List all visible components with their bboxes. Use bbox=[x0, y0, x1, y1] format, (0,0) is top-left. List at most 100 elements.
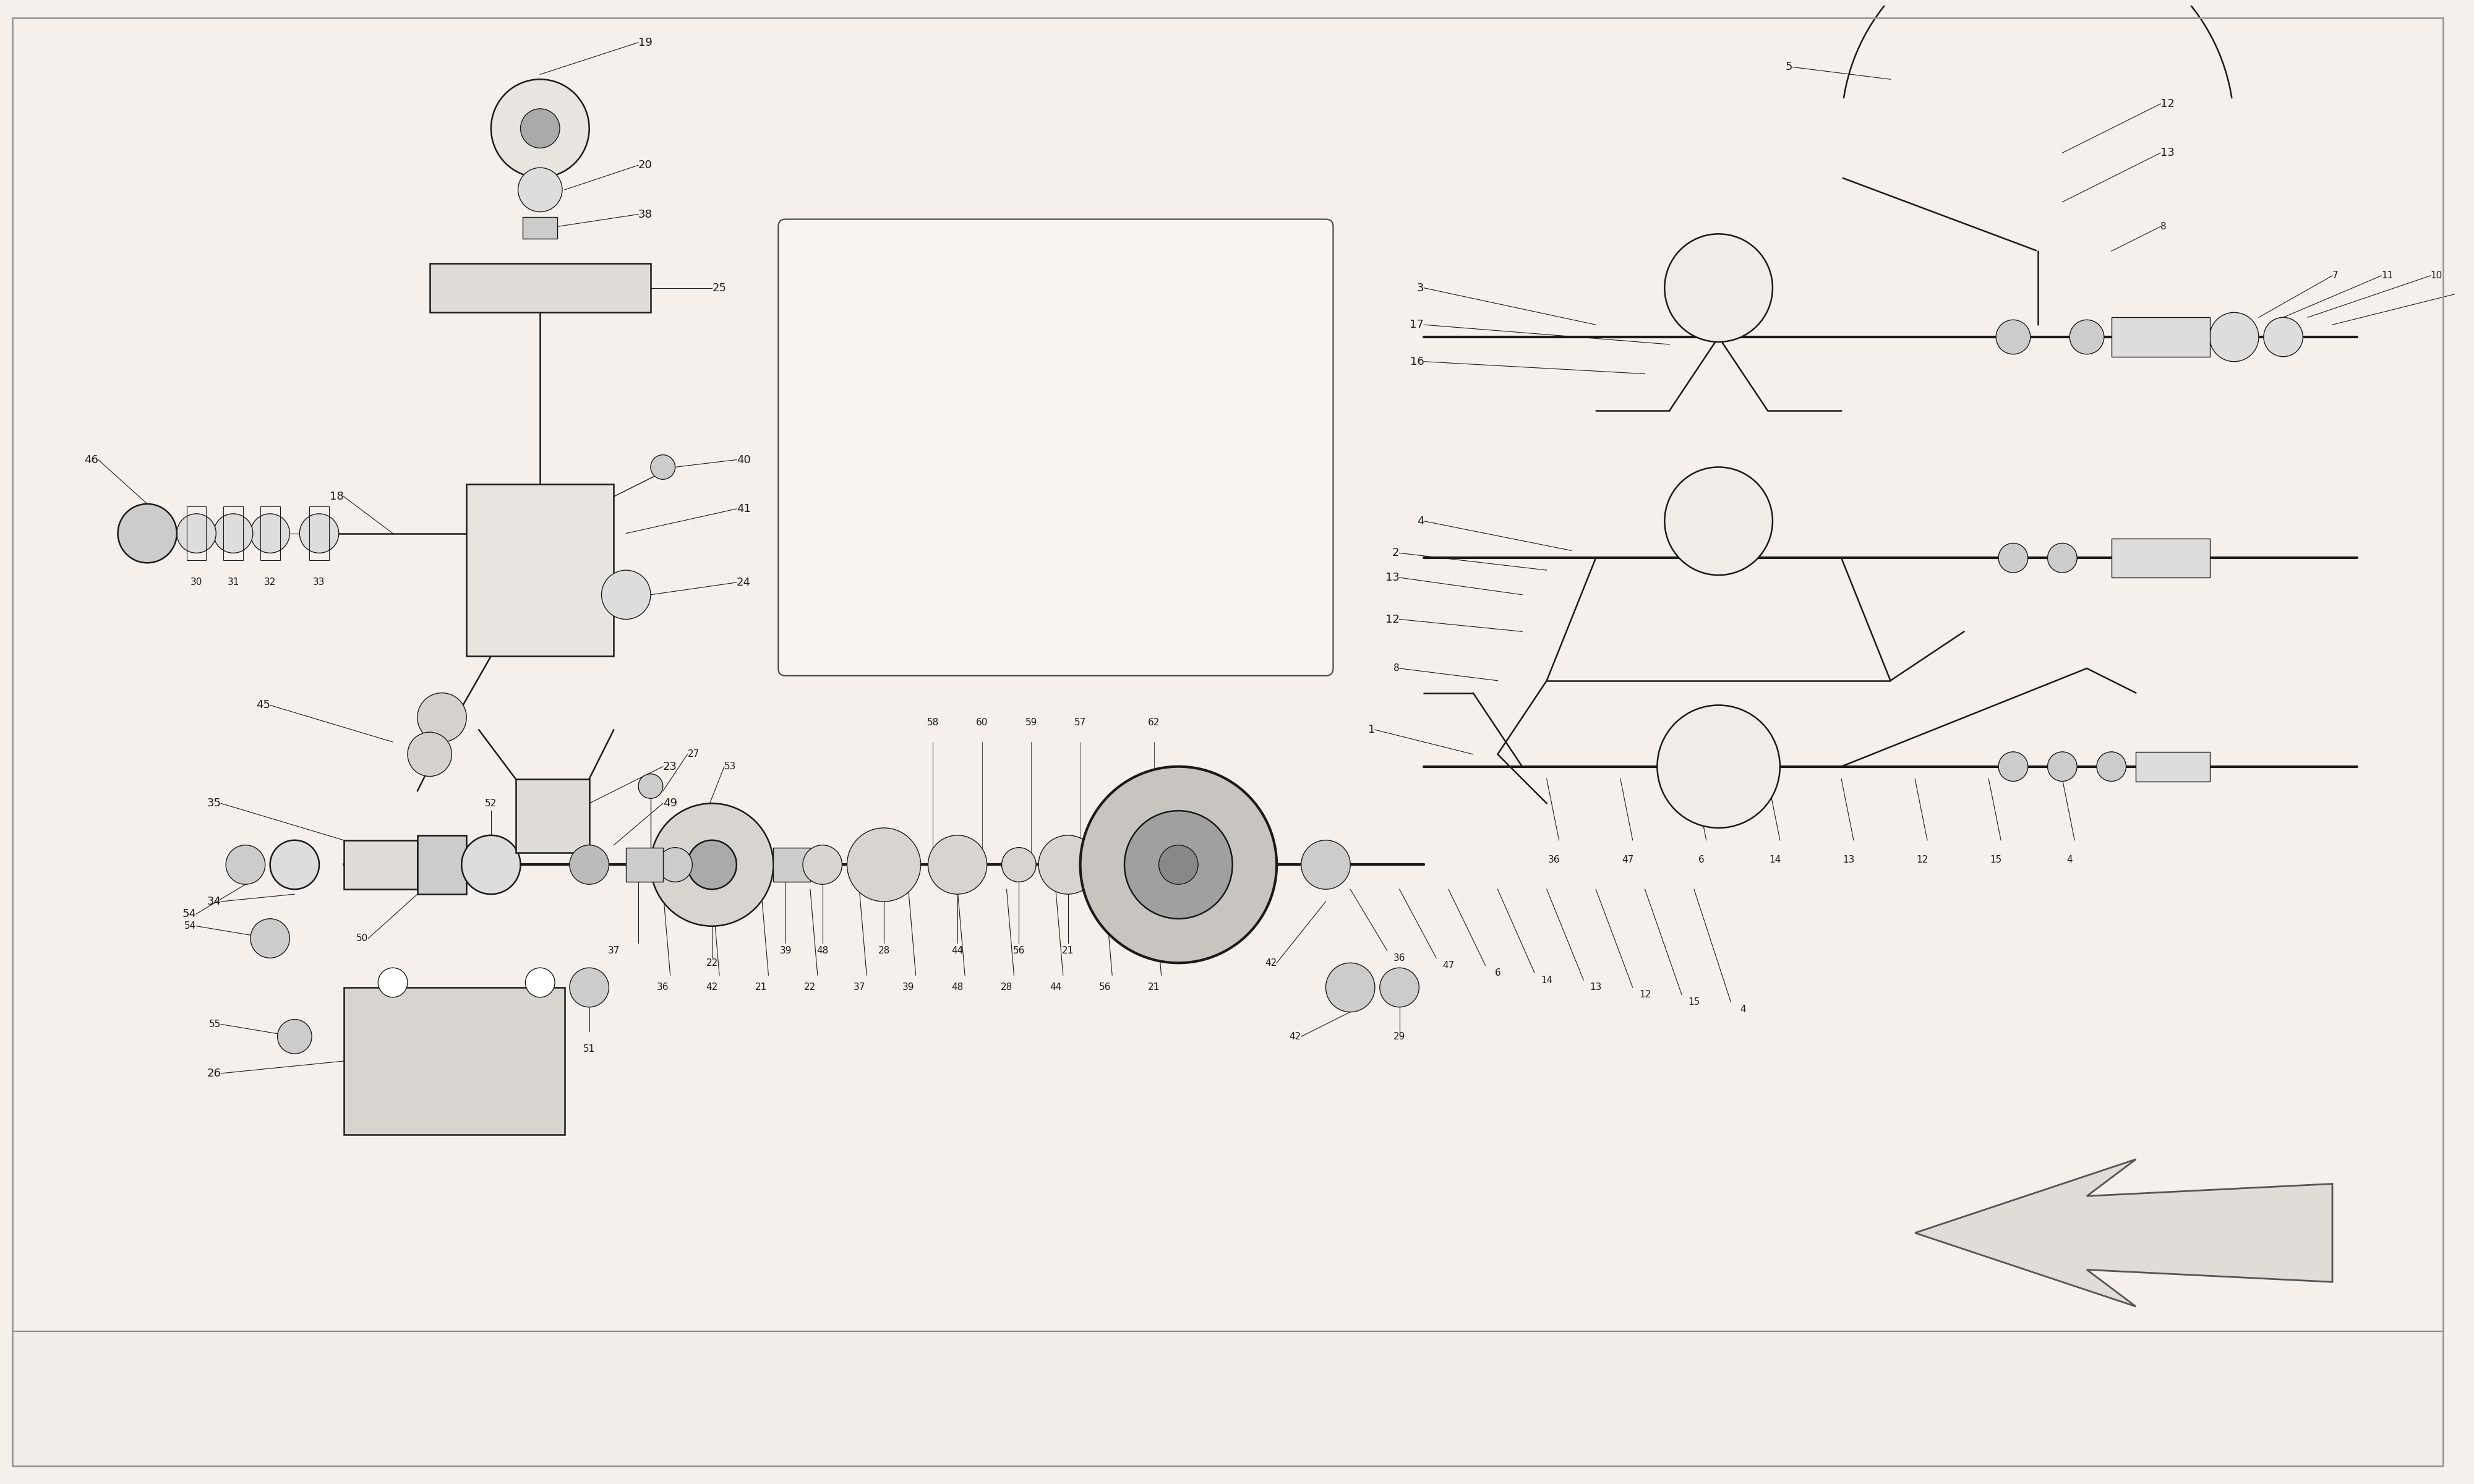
Circle shape bbox=[569, 844, 609, 884]
Text: 5: 5 bbox=[1786, 61, 1791, 73]
Circle shape bbox=[846, 828, 920, 902]
Circle shape bbox=[524, 968, 554, 997]
Text: 36: 36 bbox=[1393, 953, 1405, 963]
Text: Gearbox Controls: Gearbox Controls bbox=[1136, 1396, 1319, 1414]
Bar bbox=[430, 263, 651, 313]
Text: 14: 14 bbox=[1541, 975, 1554, 985]
Text: 22: 22 bbox=[804, 982, 816, 993]
Circle shape bbox=[1999, 752, 2029, 781]
FancyBboxPatch shape bbox=[779, 220, 1333, 675]
Circle shape bbox=[1081, 767, 1277, 963]
Circle shape bbox=[601, 570, 651, 619]
Text: 39: 39 bbox=[779, 945, 792, 956]
Text: 44: 44 bbox=[952, 945, 962, 956]
Circle shape bbox=[2209, 313, 2259, 362]
Text: 28: 28 bbox=[999, 982, 1012, 993]
Text: 40: 40 bbox=[737, 454, 750, 466]
Circle shape bbox=[250, 919, 289, 959]
Text: 33: 33 bbox=[314, 577, 324, 588]
Text: 41: 41 bbox=[737, 503, 750, 515]
Text: 48: 48 bbox=[816, 945, 829, 956]
Text: 4: 4 bbox=[2066, 855, 2073, 865]
Text: 37: 37 bbox=[609, 945, 621, 956]
Text: 62: 62 bbox=[1148, 718, 1160, 727]
Text: 25: 25 bbox=[713, 282, 727, 294]
Circle shape bbox=[928, 835, 987, 895]
Text: 4: 4 bbox=[1739, 1005, 1747, 1014]
Text: 2$^a$: 2$^a$ bbox=[1714, 502, 1724, 510]
Circle shape bbox=[1301, 840, 1351, 889]
Text: Vale fino alla vett. Ass. Nr. 7950: Vale fino alla vett. Ass. Nr. 7950 bbox=[987, 603, 1123, 611]
Circle shape bbox=[1658, 705, 1779, 828]
Bar bbox=[186, 506, 205, 561]
Text: 1$^a$: 1$^a$ bbox=[1714, 745, 1724, 754]
Circle shape bbox=[1019, 399, 1044, 424]
Text: 12: 12 bbox=[1638, 990, 1650, 999]
Circle shape bbox=[277, 1020, 312, 1054]
Circle shape bbox=[463, 835, 520, 895]
Text: 30: 30 bbox=[190, 577, 203, 588]
Bar bbox=[626, 847, 663, 881]
Text: 22: 22 bbox=[705, 959, 717, 968]
Bar bbox=[2135, 752, 2209, 781]
Text: 12: 12 bbox=[2160, 98, 2175, 110]
Bar bbox=[834, 392, 908, 432]
Text: 52: 52 bbox=[485, 798, 497, 807]
Text: 44: 44 bbox=[1049, 982, 1061, 993]
Text: 21: 21 bbox=[755, 982, 767, 993]
Text: 8: 8 bbox=[2160, 223, 2167, 232]
Text: 54: 54 bbox=[183, 908, 195, 920]
Circle shape bbox=[638, 775, 663, 798]
Text: 5$^a$: 5$^a$ bbox=[1714, 301, 1724, 310]
Circle shape bbox=[1118, 399, 1141, 424]
Text: 19: 19 bbox=[638, 37, 653, 47]
Circle shape bbox=[651, 454, 675, 479]
Circle shape bbox=[688, 840, 737, 889]
Text: 55: 55 bbox=[210, 1020, 220, 1028]
Text: 21: 21 bbox=[1123, 469, 1136, 478]
Text: 21: 21 bbox=[1148, 982, 1160, 993]
Text: 34: 34 bbox=[208, 896, 220, 907]
Circle shape bbox=[569, 968, 609, 1008]
Circle shape bbox=[520, 108, 559, 148]
Text: 59: 59 bbox=[1024, 718, 1037, 727]
Text: 60: 60 bbox=[977, 718, 987, 727]
Text: 47: 47 bbox=[1442, 960, 1455, 971]
Circle shape bbox=[2071, 321, 2103, 355]
Text: 23: 23 bbox=[663, 761, 678, 772]
Circle shape bbox=[1106, 387, 1153, 436]
Circle shape bbox=[225, 844, 265, 884]
Circle shape bbox=[490, 79, 589, 178]
Text: 12: 12 bbox=[1917, 855, 1927, 865]
Bar bbox=[2110, 539, 2209, 577]
Circle shape bbox=[1999, 543, 2029, 573]
Text: 3: 3 bbox=[1418, 282, 1425, 294]
Text: 28: 28 bbox=[866, 469, 878, 478]
Circle shape bbox=[517, 168, 562, 212]
Circle shape bbox=[176, 513, 215, 554]
Circle shape bbox=[1665, 234, 1771, 341]
Text: 27: 27 bbox=[688, 749, 700, 758]
Circle shape bbox=[651, 803, 774, 926]
Text: 51: 51 bbox=[584, 1045, 596, 1054]
Bar bbox=[774, 847, 809, 881]
Text: 13: 13 bbox=[2160, 147, 2175, 159]
Text: 36: 36 bbox=[658, 982, 668, 993]
Text: 42: 42 bbox=[1289, 1031, 1301, 1042]
Text: 29: 29 bbox=[1393, 1031, 1405, 1042]
Text: 57: 57 bbox=[1074, 718, 1086, 727]
Circle shape bbox=[282, 852, 307, 877]
Bar bbox=[418, 835, 468, 895]
Circle shape bbox=[1163, 270, 1192, 300]
Text: 7: 7 bbox=[2333, 272, 2338, 280]
Text: 3$^a$: 3$^a$ bbox=[1714, 531, 1724, 540]
Text: 15: 15 bbox=[1687, 997, 1700, 1006]
Text: 13: 13 bbox=[1591, 982, 1601, 993]
Text: 13: 13 bbox=[1843, 855, 1856, 865]
Bar bbox=[12, 1331, 2442, 1466]
Text: 12: 12 bbox=[1385, 614, 1400, 625]
Text: 21: 21 bbox=[1061, 945, 1074, 956]
Circle shape bbox=[1380, 968, 1420, 1008]
Text: 26: 26 bbox=[208, 1068, 220, 1079]
Text: 50: 50 bbox=[356, 933, 369, 942]
